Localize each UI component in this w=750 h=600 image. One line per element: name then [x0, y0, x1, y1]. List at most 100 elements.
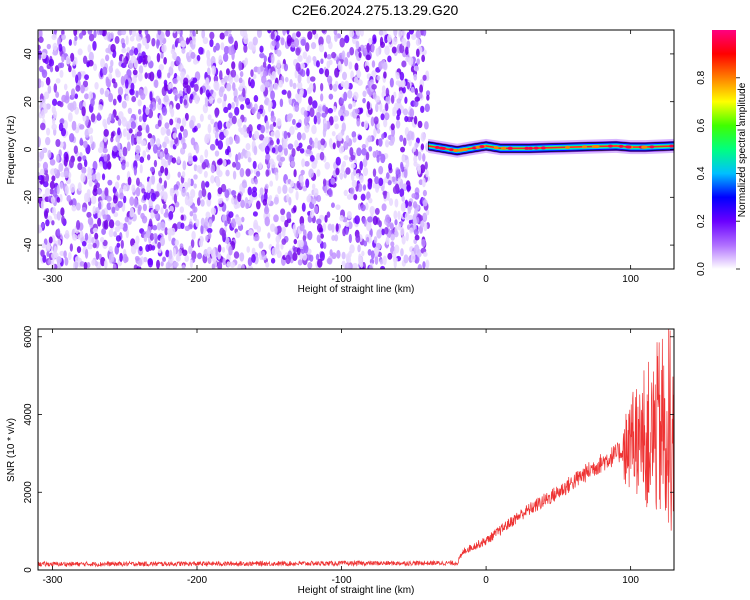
noise-speck	[49, 66, 54, 73]
bottom-x-tick-label: 100	[622, 575, 639, 586]
noise-speck	[413, 155, 418, 164]
noise-speck	[232, 161, 237, 168]
noise-speck	[372, 168, 377, 178]
noise-speck	[331, 51, 337, 59]
noise-speck	[274, 226, 278, 235]
noise-speck	[291, 148, 296, 158]
noise-speck	[301, 158, 306, 168]
noise-speck	[335, 167, 340, 176]
noise-speck	[120, 239, 124, 249]
noise-speck	[349, 30, 355, 38]
bottom-y-tick-label: 6000	[23, 325, 34, 348]
noise-speck	[204, 216, 209, 226]
noise-speck	[318, 67, 324, 75]
noise-speck	[275, 235, 281, 244]
noise-speck	[92, 160, 98, 171]
noise-speck	[246, 246, 251, 253]
noise-speck	[136, 135, 142, 145]
noise-speck	[81, 240, 87, 247]
noise-speck	[390, 123, 395, 131]
noise-speck	[176, 30, 181, 35]
noise-speck	[289, 126, 295, 135]
noise-speck	[157, 30, 162, 36]
noise-speck	[210, 118, 215, 125]
bottom-x-tick-label: -300	[42, 575, 62, 586]
noise-speck	[133, 166, 138, 176]
noise-speck	[193, 83, 199, 92]
noise-speck	[193, 174, 198, 180]
noise-speck	[407, 130, 414, 141]
noise-speck	[243, 43, 248, 53]
noise-speck	[404, 115, 409, 123]
noise-speck	[247, 157, 252, 163]
noise-speck	[400, 146, 406, 153]
noise-speck	[179, 243, 184, 249]
noise-speck	[38, 59, 41, 67]
noise-speck	[114, 181, 120, 190]
noise-speck	[371, 43, 375, 53]
noise-speck	[238, 60, 243, 71]
noise-speck	[135, 177, 140, 186]
noise-speck	[302, 51, 308, 60]
noise-speck	[414, 96, 420, 102]
noise-speck	[342, 228, 346, 237]
noise-speck	[402, 86, 406, 94]
noise-speck	[81, 207, 87, 213]
noise-speck	[324, 214, 328, 223]
noise-speck	[338, 172, 344, 179]
noise-speck	[295, 62, 301, 72]
noise-speck	[115, 135, 121, 143]
noise-speck	[122, 146, 128, 157]
noise-speck	[399, 134, 404, 142]
noise-speck	[84, 232, 89, 241]
noise-speck	[174, 239, 179, 246]
noise-speck	[335, 223, 339, 232]
noise-speck	[234, 134, 240, 144]
noise-speck	[287, 113, 293, 119]
noise-speck	[215, 138, 219, 146]
noise-speck	[258, 134, 265, 141]
noise-speck	[398, 30, 403, 38]
noise-speck	[95, 206, 100, 214]
noise-speck	[298, 142, 303, 149]
noise-speck	[189, 119, 195, 129]
noise-speck	[390, 134, 396, 144]
noise-speck	[309, 155, 315, 162]
noise-speck	[374, 255, 379, 265]
noise-speck	[351, 131, 357, 138]
noise-speck	[205, 89, 211, 98]
noise-speck	[160, 126, 166, 136]
noise-speck	[272, 121, 277, 127]
noise-speck	[147, 133, 153, 139]
bottom-y-label: SNR (10 * v/v)	[6, 418, 17, 482]
noise-speck	[103, 122, 108, 131]
noise-speck	[229, 261, 236, 268]
noise-speck	[49, 180, 55, 190]
noise-speck	[378, 165, 384, 175]
noise-speck	[316, 223, 323, 233]
noise-speck	[415, 48, 420, 58]
noise-speck	[228, 112, 233, 119]
noise-speck	[388, 198, 394, 206]
noise-speck	[160, 191, 164, 197]
noise-speck	[310, 42, 317, 50]
noise-speck	[235, 153, 239, 163]
noise-speck	[162, 141, 167, 148]
noise-speck	[60, 127, 67, 137]
noise-speck	[395, 71, 400, 80]
noise-speck	[235, 97, 239, 107]
noise-speck	[327, 223, 333, 231]
noise-speck	[320, 138, 326, 146]
noise-speck	[400, 220, 404, 227]
noise-speck	[255, 170, 261, 177]
noise-speck	[282, 184, 288, 195]
noise-speck	[414, 87, 418, 96]
noise-speck	[237, 118, 243, 128]
noise-speck	[175, 122, 181, 130]
noise-speck	[209, 31, 215, 40]
noise-speck	[198, 239, 204, 248]
noise-speck	[137, 99, 142, 107]
noise-speck	[293, 169, 297, 178]
noise-speck	[238, 126, 242, 133]
noise-speck	[329, 249, 333, 257]
